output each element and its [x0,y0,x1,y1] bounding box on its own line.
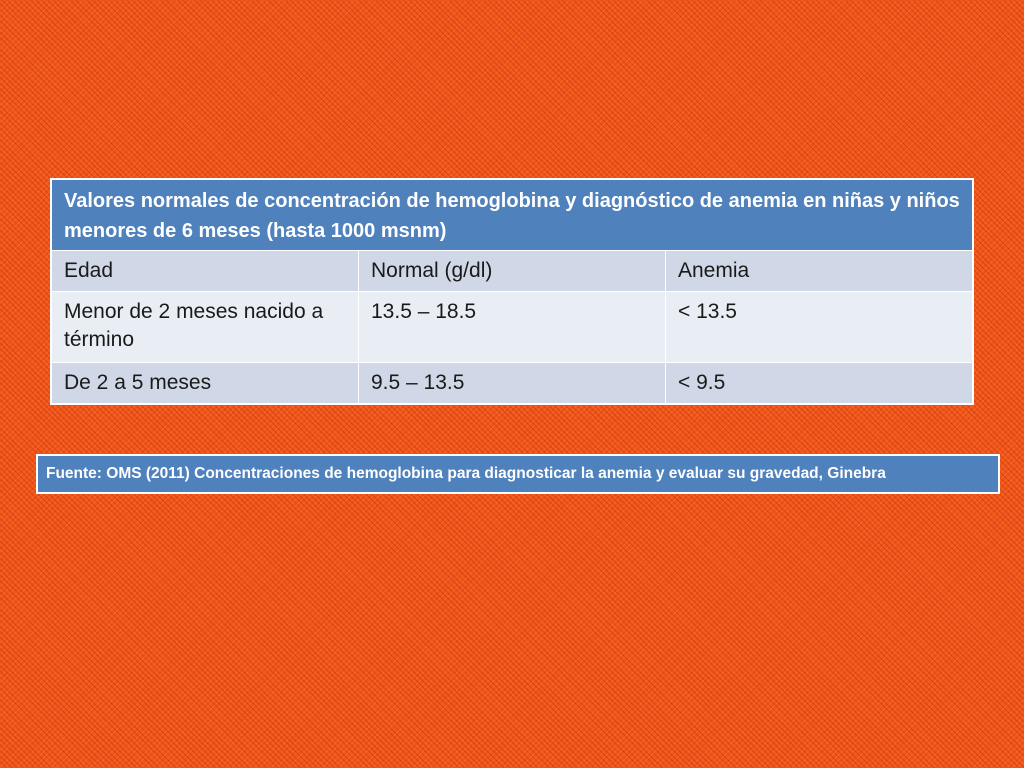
header-edad: Edad [51,250,359,292]
table-row: Menor de 2 meses nacido a término 13.5 –… [51,291,974,363]
cell-normal: 9.5 – 13.5 [358,362,666,404]
hemoglobin-table: Valores normales de concentración de hem… [50,179,974,404]
header-anemia: Anemia [664,250,974,292]
table-title: Valores normales de concentración de hem… [50,179,974,251]
source-note: Fuente: OMS (2011) Concentraciones de he… [36,454,1000,494]
cell-edad: Menor de 2 meses nacido a término [51,291,359,363]
table-row: De 2 a 5 meses 9.5 – 13.5 < 9.5 [51,362,974,404]
header-normal: Normal (g/dl) [358,250,666,292]
table-title-row: Valores normales de concentración de hem… [50,179,974,251]
cell-anemia: < 9.5 [664,362,974,404]
cell-edad: De 2 a 5 meses [51,362,359,404]
table-header-row: Edad Normal (g/dl) Anemia [51,250,974,292]
cell-normal: 13.5 – 18.5 [358,291,666,363]
cell-anemia: < 13.5 [664,291,974,363]
